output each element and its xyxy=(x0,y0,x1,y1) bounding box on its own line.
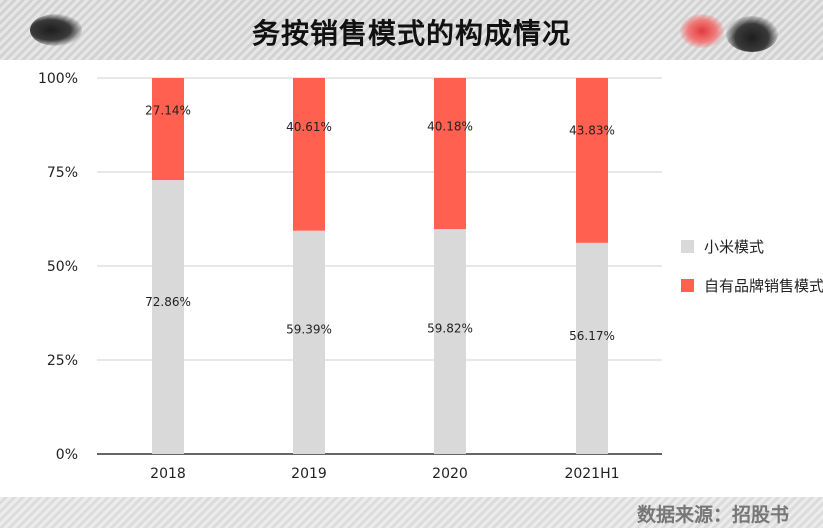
data-label: 43.83% xyxy=(569,124,615,138)
chart-title: 务按销售模式的构成情况 xyxy=(251,17,571,50)
footer-bar: 数据来源：招股书 xyxy=(0,497,823,528)
x-tick-label: 2019 xyxy=(291,466,327,482)
bar-segment xyxy=(434,78,466,230)
data-labels: 72.86% 27.14% 59.39% 40.61% 59.82% 40.18% 56.1… xyxy=(145,104,615,343)
y-tick-label: 100% xyxy=(38,71,78,87)
legend-label: 自有品牌销售模式 xyxy=(704,277,823,295)
y-tick-label: 50% xyxy=(47,259,78,275)
bar-segment xyxy=(293,230,325,454)
decorative-blob xyxy=(726,16,778,52)
source-note: 数据来源：招股书 xyxy=(636,504,789,526)
data-label: 40.18% xyxy=(427,119,473,133)
legend-swatch xyxy=(681,279,694,292)
legend-label: 小米模式 xyxy=(704,238,764,256)
bars xyxy=(152,78,608,455)
data-label: 59.39% xyxy=(286,322,332,336)
title-banner: 务按销售模式的构成情况 xyxy=(0,0,823,60)
bar-segment xyxy=(576,78,608,243)
y-tick-label: 25% xyxy=(47,353,78,369)
decorative-blob xyxy=(30,14,82,46)
gridlines xyxy=(97,77,662,361)
x-tick-label: 2020 xyxy=(432,466,468,482)
axes: 0% 25% 50% 75% 100% 2018 2019 2020 2021H1 xyxy=(38,71,662,482)
bar-segment xyxy=(152,78,184,181)
y-tick-label: 0% xyxy=(56,447,78,463)
x-tick-label: 2021H1 xyxy=(564,466,619,482)
decorative-blob xyxy=(680,14,724,48)
stacked-bar-chart: 0% 25% 50% 75% 100% 2018 2019 2020 2021H1 72.86%… xyxy=(38,71,823,482)
data-label: 59.82% xyxy=(427,322,473,336)
data-label: 56.17% xyxy=(569,329,615,343)
bar-segment xyxy=(293,78,325,231)
data-label: 40.61% xyxy=(286,120,332,134)
data-label: 72.86% xyxy=(145,295,191,309)
x-tick-label: 2018 xyxy=(150,466,186,482)
data-label: 27.14% xyxy=(145,104,191,118)
bar-segment xyxy=(152,180,184,455)
y-tick-label: 75% xyxy=(47,165,78,181)
bar-segment xyxy=(434,229,466,454)
bar-segment xyxy=(576,242,608,454)
legend-swatch xyxy=(681,240,694,253)
